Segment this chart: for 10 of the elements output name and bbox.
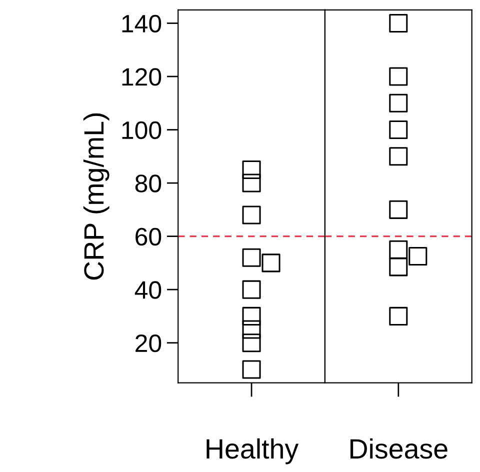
x-tick-label: Healthy <box>206 438 299 464</box>
y-tick-label: 80 <box>135 174 162 192</box>
y-tick-label: 20 <box>136 334 162 352</box>
y-tick-label: 60 <box>136 228 162 246</box>
y-tick-label: 120 <box>122 68 162 86</box>
y-tick-label: 40 <box>134 281 162 299</box>
y-tick-label: 100 <box>122 121 162 140</box>
y-tick-label: 140 <box>122 14 162 33</box>
y-axis-title: CRP (mg/mL) <box>83 113 110 280</box>
x-tick-label: Disease <box>350 438 448 459</box>
